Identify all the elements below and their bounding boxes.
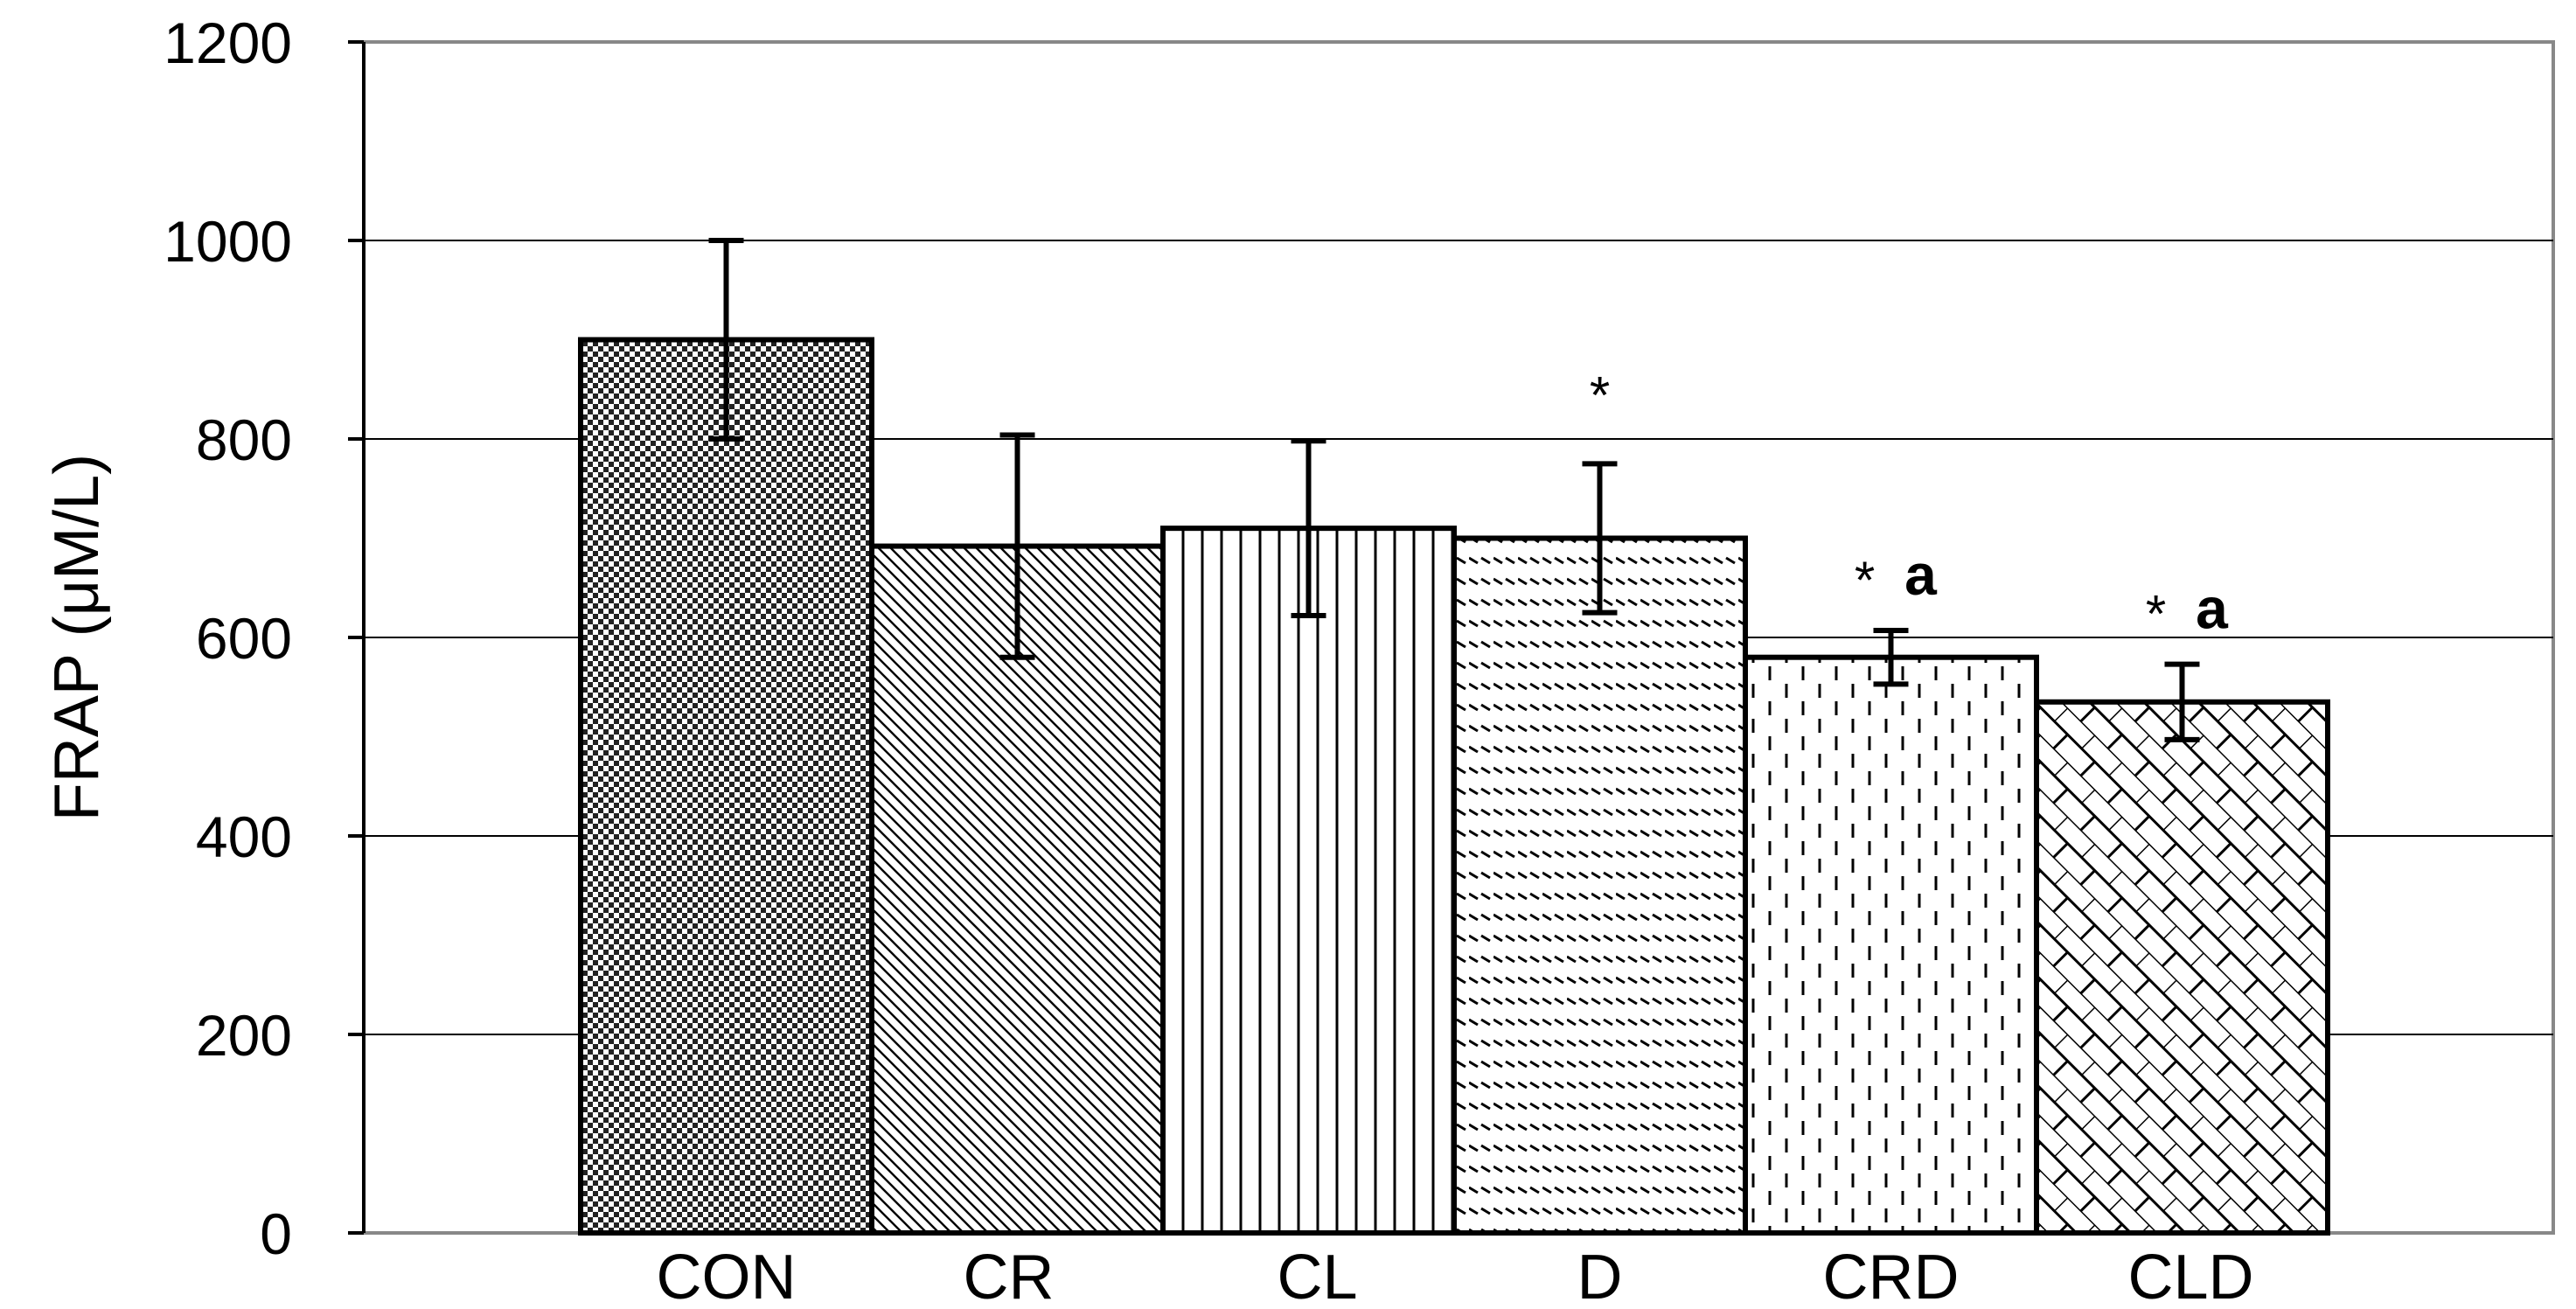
significance-star-d: * xyxy=(1590,366,1610,424)
y-tick-label-0: 0 xyxy=(260,1201,292,1266)
significance-star-cld: * xyxy=(2146,585,2166,644)
significance-star-crd: * xyxy=(1855,551,1875,609)
bar-con xyxy=(578,337,874,1236)
x-tick-label-cr: CR xyxy=(964,1243,1055,1309)
y-axis-title: FRAP (μM/L) xyxy=(42,454,112,821)
y-tick-label-800: 800 xyxy=(196,407,292,472)
bar-crd xyxy=(1743,654,2039,1236)
bars-group xyxy=(578,337,2330,1236)
x-tick-label-con: CON xyxy=(657,1243,797,1309)
bar-cl xyxy=(1160,526,1457,1236)
y-tick-label-600: 600 xyxy=(196,606,292,671)
error-bars-group xyxy=(708,238,2200,742)
y-axis-ticks: 0 200 400 600 800 1000 1200 xyxy=(164,10,364,1266)
x-tick-label-cl: CL xyxy=(1277,1243,1357,1309)
bar-cld xyxy=(2034,699,2330,1236)
x-tick-label-d: D xyxy=(1577,1243,1623,1309)
x-axis-labels: CON CR CL D CRD CLD xyxy=(657,1243,2254,1309)
significance-letter-crd: a xyxy=(1904,542,1938,607)
y-tick-label-200: 200 xyxy=(196,1003,292,1068)
y-tick-label-1200: 1200 xyxy=(164,10,292,75)
significance-annotations: * * a * a xyxy=(1590,366,2229,643)
x-tick-label-crd: CRD xyxy=(1823,1243,1960,1309)
y-tick-label-400: 400 xyxy=(196,804,292,869)
x-tick-label-cld: CLD xyxy=(2127,1243,2253,1309)
bar-d xyxy=(1452,535,1748,1236)
y-tick-label-1000: 1000 xyxy=(164,209,292,274)
significance-letter-cld: a xyxy=(2196,576,2229,641)
